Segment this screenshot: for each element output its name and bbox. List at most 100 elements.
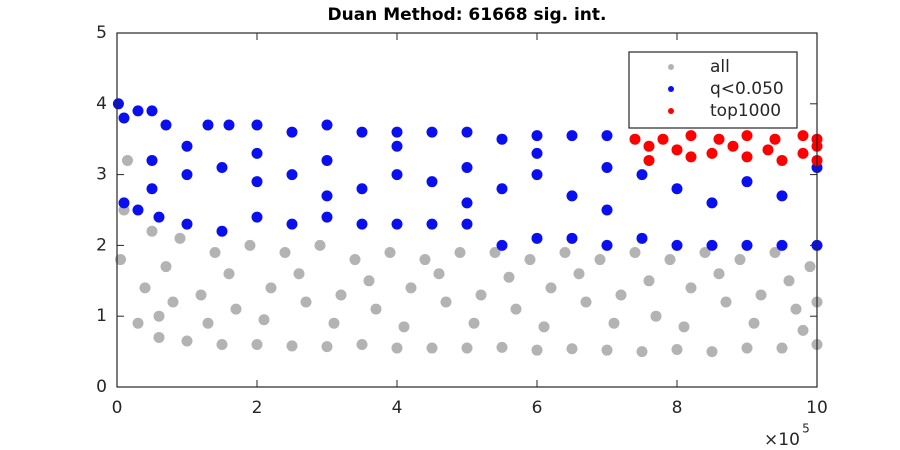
scatter-point xyxy=(223,268,235,280)
scatter-point xyxy=(321,154,333,166)
scatter-point xyxy=(132,204,144,216)
scatter-point xyxy=(783,275,795,287)
scatter-point xyxy=(671,144,683,156)
scatter-point xyxy=(489,246,501,258)
x-multiplier-base: ×10 xyxy=(764,430,800,450)
scatter-point xyxy=(755,289,767,301)
scatter-point xyxy=(594,254,606,266)
scatter-point xyxy=(321,190,333,202)
scatter-point xyxy=(461,218,473,230)
scatter-point xyxy=(524,254,536,266)
scatter-point xyxy=(538,321,550,333)
scatter-point xyxy=(160,119,172,131)
scatter-point xyxy=(531,232,543,244)
scatter-point xyxy=(139,282,151,294)
scatter-point xyxy=(713,268,725,280)
scatter-point xyxy=(636,346,648,358)
scatter-point xyxy=(356,218,368,230)
scatter-point xyxy=(601,162,613,174)
scatter-point xyxy=(748,317,760,329)
scatter-point xyxy=(776,154,788,166)
scatter-point xyxy=(601,239,613,251)
scatter-point xyxy=(510,303,522,315)
scatter-point xyxy=(356,126,368,138)
scatter-point xyxy=(209,246,221,258)
scatter-point xyxy=(181,218,193,230)
scatter-point xyxy=(146,154,158,166)
scatter-point xyxy=(741,130,753,142)
scatter-point xyxy=(426,218,438,230)
scatter-point xyxy=(216,339,228,351)
scatter-point xyxy=(426,126,438,138)
scatter-point xyxy=(251,339,263,351)
scatter-point xyxy=(769,246,781,258)
scatter-point xyxy=(699,246,711,258)
scatter-point xyxy=(293,268,305,280)
scatter-point xyxy=(251,119,263,131)
scatter-point xyxy=(776,190,788,202)
scatter-point xyxy=(391,342,403,354)
scatter-point xyxy=(321,341,333,353)
scatter-point xyxy=(216,162,228,174)
scatter-point xyxy=(328,317,340,329)
y-tick-label: 5 xyxy=(96,23,107,43)
scatter-point xyxy=(265,282,277,294)
scatter-point xyxy=(160,261,172,273)
scatter-point xyxy=(461,197,473,209)
x-tick-label: 4 xyxy=(392,398,403,418)
scatter-point xyxy=(496,183,508,195)
scatter-point xyxy=(685,282,697,294)
scatter-point xyxy=(251,211,263,223)
scatter-point xyxy=(601,204,613,216)
scatter-point xyxy=(741,239,753,251)
scatter-point xyxy=(118,197,130,209)
scatter-point xyxy=(405,282,417,294)
scatter-point xyxy=(426,176,438,188)
scatter-point xyxy=(776,342,788,354)
scatter-point xyxy=(629,133,641,145)
scatter-point xyxy=(664,254,676,266)
scatter-point xyxy=(643,275,655,287)
scatter-point xyxy=(335,289,347,301)
scatter-point xyxy=(391,169,403,181)
scatter-point xyxy=(132,105,144,117)
axes-frame xyxy=(116,32,818,388)
scatter-point xyxy=(685,151,697,163)
scatter-point xyxy=(706,346,718,358)
scatter-point xyxy=(356,183,368,195)
scatter-point xyxy=(391,126,403,138)
legend-box xyxy=(628,51,798,129)
x-tick-label: 8 xyxy=(672,398,683,418)
legend-marker xyxy=(668,64,674,70)
scatter-point xyxy=(671,239,683,251)
scatter-point xyxy=(461,342,473,354)
scatter-point xyxy=(181,335,193,347)
scatter-point xyxy=(251,147,263,159)
scatter-point xyxy=(636,169,648,181)
scatter-point xyxy=(545,282,557,294)
scatter-point xyxy=(601,344,613,356)
scatter-point xyxy=(202,119,214,131)
scatter-point xyxy=(153,331,165,343)
scatter-point xyxy=(258,314,270,326)
scatter-point xyxy=(230,303,242,315)
scatter-point xyxy=(314,239,326,251)
scatter-point xyxy=(615,289,627,301)
scatter-point xyxy=(132,317,144,329)
x-tick-label: 0 xyxy=(112,398,123,418)
scatter-point xyxy=(321,211,333,223)
scatter-point xyxy=(174,232,186,244)
scatter-point xyxy=(496,133,508,145)
legend-label: all xyxy=(710,57,730,77)
axes: 0 2 4 6 8 10 0 1 2 3 4 5 xyxy=(96,23,828,418)
scatter-point xyxy=(762,144,774,156)
scatter-point xyxy=(566,232,578,244)
scatter-point xyxy=(657,133,669,145)
scatter-point xyxy=(734,254,746,266)
scatter-point xyxy=(146,183,158,195)
legend-marker xyxy=(668,86,674,92)
scatter-point xyxy=(720,296,732,308)
scatter-point xyxy=(713,133,725,145)
